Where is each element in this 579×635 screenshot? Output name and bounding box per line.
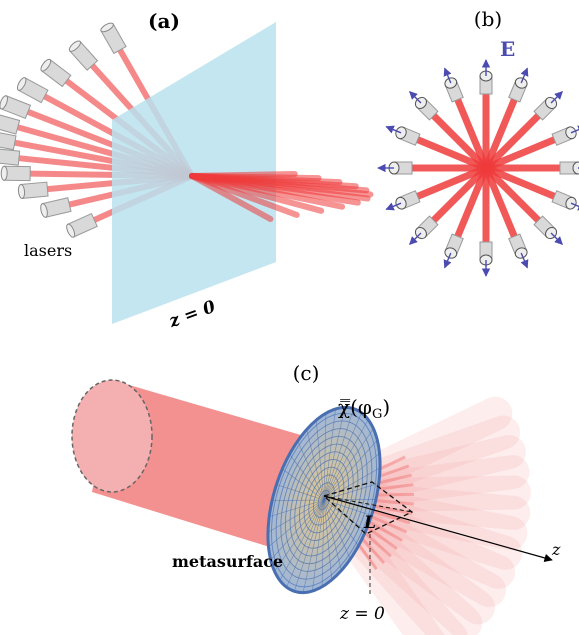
length-label: L <box>363 513 376 533</box>
radial-laser <box>508 77 528 103</box>
field-arrow <box>443 67 452 84</box>
metasurface-label: metasurface <box>172 552 283 571</box>
radial-beams <box>408 90 564 246</box>
field-arrow <box>520 67 529 84</box>
radial-laser <box>551 190 577 210</box>
radial-beam <box>484 164 560 202</box>
field-arrow <box>550 91 563 104</box>
lasers-label: lasers <box>24 241 72 260</box>
radial-beam <box>452 94 490 170</box>
laser <box>16 77 49 104</box>
panel-c-label: (c) <box>293 361 320 385</box>
panel-a-label: (a) <box>148 9 180 33</box>
panel-c: (c) z L χ̿(φG) metasurface z = 0 <box>71 361 561 635</box>
field-arrow <box>570 202 579 211</box>
chi-label: χ̿(φG) <box>338 395 390 422</box>
laser <box>0 95 32 119</box>
panel-a: (a) lasers z = 0 <box>0 9 374 332</box>
laser <box>0 112 21 135</box>
plane-label-a: z = 0 <box>166 297 219 332</box>
laser <box>40 58 72 88</box>
laser <box>0 165 31 182</box>
z-axis <box>323 495 553 563</box>
radial-laser <box>551 126 577 146</box>
field-arrow <box>409 91 422 104</box>
metasurface-disc <box>266 405 382 595</box>
radial-beam <box>482 94 520 170</box>
outgoing-beams <box>189 171 374 222</box>
radial-beam <box>484 134 560 172</box>
radial-beam <box>482 166 520 242</box>
radial-laser <box>395 126 421 146</box>
plane-label-c: z = 0 <box>339 604 385 624</box>
laser <box>0 130 17 151</box>
field-arrow <box>385 125 402 134</box>
radial-beam <box>452 166 490 242</box>
laser <box>17 181 49 199</box>
radial-laser <box>388 161 413 175</box>
radial-laser <box>559 161 579 175</box>
radial-laser <box>444 233 464 259</box>
radial-beam <box>428 165 489 226</box>
field-arrow <box>570 125 579 134</box>
panel-b-label: (b) <box>474 7 502 31</box>
radial-laser <box>508 233 528 259</box>
radial-beam <box>412 164 488 202</box>
field-arrow <box>443 252 452 269</box>
field-arrow <box>385 202 402 211</box>
laser <box>66 212 98 238</box>
laser <box>0 148 21 166</box>
radial-beam <box>483 110 544 171</box>
field-arrow <box>550 232 563 245</box>
field-arrow <box>409 232 422 245</box>
beam-input-face <box>71 379 153 493</box>
laser <box>40 197 72 218</box>
length-diamond <box>322 481 414 535</box>
field-label: E <box>500 37 515 61</box>
radial-laser <box>395 190 421 210</box>
radial-laser-ring <box>377 59 579 277</box>
radial-beam <box>483 165 544 226</box>
radial-laser <box>444 77 464 103</box>
laser <box>100 22 127 55</box>
z-axis-label: z <box>551 540 561 559</box>
field-arrow <box>520 252 529 269</box>
radial-beam <box>428 110 489 171</box>
radial-beam <box>412 134 488 172</box>
laser-array <box>0 22 127 238</box>
laser <box>68 40 99 71</box>
panel-b: (b) E <box>377 7 579 277</box>
outgoing-beam <box>189 171 298 179</box>
